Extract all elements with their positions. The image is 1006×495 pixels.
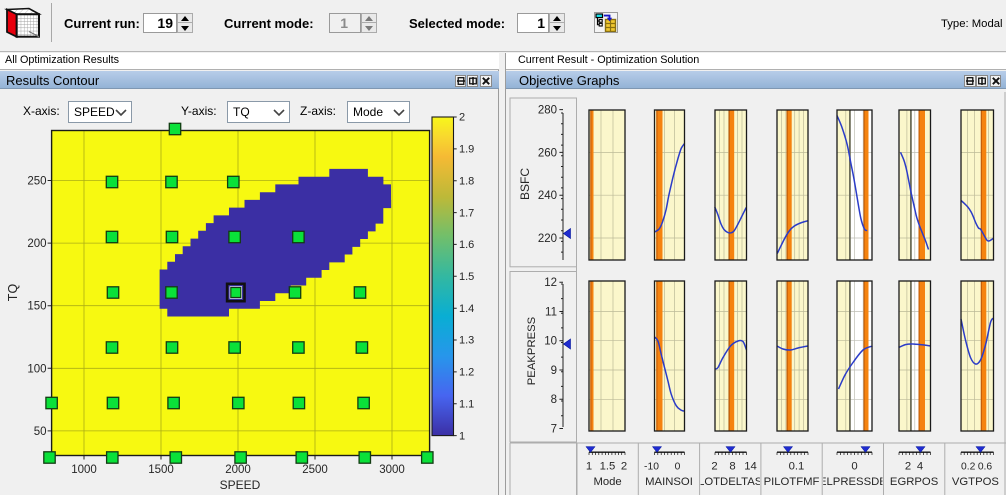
svg-text:8: 8 <box>729 461 735 473</box>
svg-text:0: 0 <box>851 461 857 473</box>
svg-text:3000: 3000 <box>379 464 405 476</box>
svg-text:-10: -10 <box>644 462 659 473</box>
svg-text:11: 11 <box>545 307 557 319</box>
svg-text:Mode: Mode <box>593 476 621 488</box>
svg-text:50: 50 <box>34 426 47 438</box>
svg-text:1.7: 1.7 <box>459 207 474 219</box>
svg-text:250: 250 <box>27 176 46 188</box>
svg-text:8: 8 <box>551 394 557 406</box>
svg-text:SPEED: SPEED <box>220 478 261 492</box>
svg-text:1.6: 1.6 <box>459 239 474 251</box>
svg-text:2000: 2000 <box>225 464 251 476</box>
svg-text:1.5: 1.5 <box>459 271 474 283</box>
svg-text:14: 14 <box>744 461 757 473</box>
svg-text:0.2: 0.2 <box>961 462 976 473</box>
svg-text:240: 240 <box>538 190 557 202</box>
svg-text:1.9: 1.9 <box>459 144 474 156</box>
svg-text:2: 2 <box>621 461 627 473</box>
svg-text:1.2: 1.2 <box>459 367 474 379</box>
svg-text:ELPRESSDE: ELPRESSDE <box>819 476 887 488</box>
svg-text:1.1: 1.1 <box>459 398 474 410</box>
svg-text:7: 7 <box>551 424 557 436</box>
svg-text:0.6: 0.6 <box>978 462 993 473</box>
svg-text:1.4: 1.4 <box>459 303 474 315</box>
svg-text:1.3: 1.3 <box>459 335 474 347</box>
svg-text:2: 2 <box>905 461 911 473</box>
svg-text:TQ: TQ <box>6 284 20 302</box>
svg-text:1.8: 1.8 <box>459 175 474 187</box>
svg-text:1.5: 1.5 <box>600 461 616 473</box>
svg-text:0: 0 <box>675 462 681 473</box>
svg-text:200: 200 <box>27 238 46 250</box>
svg-text:2: 2 <box>459 112 465 124</box>
svg-text:260: 260 <box>538 147 557 159</box>
svg-text:9: 9 <box>551 365 557 377</box>
svg-text:PILOTFMF: PILOTFMF <box>764 476 820 488</box>
svg-text:1000: 1000 <box>71 464 97 476</box>
svg-text:150: 150 <box>27 301 46 313</box>
svg-text:MAINSOI: MAINSOI <box>645 476 693 488</box>
svg-text:EGRPOS: EGRPOS <box>890 476 939 488</box>
svg-text:12: 12 <box>544 277 557 289</box>
svg-text:PEAKPRESS: PEAKPRESS <box>526 316 538 385</box>
svg-text:1: 1 <box>459 430 465 442</box>
svg-text:LOTDELTAS: LOTDELTAS <box>698 476 763 488</box>
svg-text:280: 280 <box>538 105 557 117</box>
svg-text:4: 4 <box>917 461 923 473</box>
svg-text:VGTPOS: VGTPOS <box>952 476 1000 488</box>
svg-text:1500: 1500 <box>148 464 174 476</box>
svg-text:2: 2 <box>711 461 717 473</box>
svg-text:100: 100 <box>27 363 46 375</box>
svg-text:0.1: 0.1 <box>789 461 805 473</box>
svg-text:220: 220 <box>538 233 557 245</box>
svg-text:1: 1 <box>586 461 592 473</box>
svg-text:BSFC: BSFC <box>518 168 532 200</box>
svg-text:10: 10 <box>544 336 557 348</box>
svg-text:2500: 2500 <box>302 464 328 476</box>
